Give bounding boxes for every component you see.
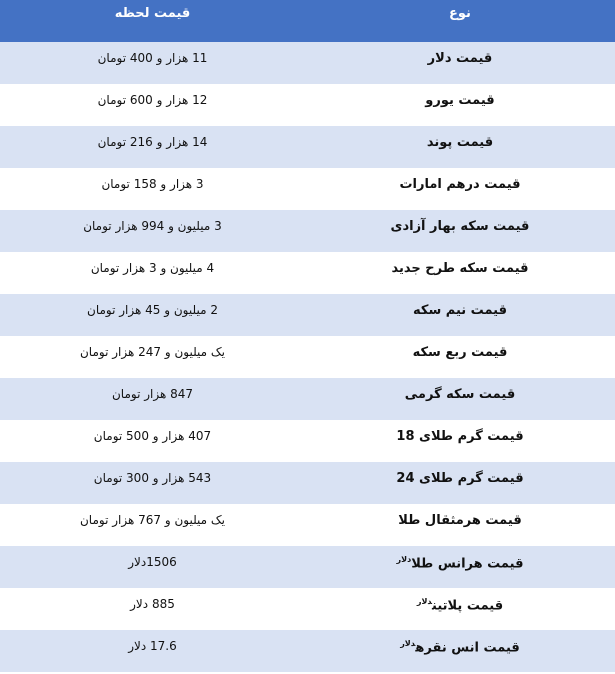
table-row: قیمت یورو 12 هزار و 600 تومان — [0, 84, 615, 126]
item-name: قیمت هرمثقال طلا — [305, 504, 615, 546]
item-price: 3 هزار و 158 تومان — [101, 177, 204, 191]
item-name: قیمت یورو — [305, 84, 615, 126]
item-name: قیمت گرم طلای 18 — [305, 420, 615, 462]
header-price: قیمت لحظه — [0, 0, 305, 42]
item-price: 407 هزار و 500 تومان — [93, 429, 212, 443]
item-name: قیمت گرم طلای 24 — [305, 462, 615, 504]
item-name-text: قیمت پلاتین — [432, 598, 504, 614]
table-row: قیمت دلار 11 هزار و 400 تومان — [0, 42, 615, 84]
item-name: قیمت انس نقرهدلار — [305, 630, 615, 672]
item-name-text: قیمت سکه طرح جدید — [391, 261, 529, 276]
table-row: قیمت سکه بهار آزادی 3 میلیون و 994 هزار ت… — [0, 210, 615, 252]
table-row: قیمت انس نقرهدلار 17.6 دلار — [0, 630, 615, 672]
item-name-text: قیمت ربع سکه — [412, 345, 508, 360]
table-row: قیمت ربع سکه یک میلیون و 247 هزار تومان — [0, 336, 615, 378]
item-price: 885 دلار — [130, 597, 175, 611]
table-row: قیمت هرمثقال طلا یک میلیون و 767 هزار توم… — [0, 504, 615, 546]
item-name: قیمت سکه بهار آزادی — [305, 210, 615, 252]
item-name-text: قیمت درهم امارات — [399, 177, 521, 192]
item-price: یک میلیون و 247 هزار تومان — [79, 345, 226, 359]
item-price: 12 هزار و 600 تومان — [97, 93, 208, 107]
item-price: 11 هزار و 400 تومان — [0, 42, 305, 84]
item-name-text: قیمت انس نقره — [415, 640, 520, 656]
item-name: قیمت سکه طرح جدید — [305, 252, 615, 294]
item-price: 543 هزار و 300 تومان — [0, 462, 305, 504]
item-name-text: قیمت هرمثقال طلا — [398, 513, 522, 528]
item-price: 14 هزار و 216 تومان — [0, 126, 305, 168]
item-name-text: قیمت دلار — [427, 51, 493, 66]
header-type: نوع — [305, 0, 615, 42]
unit-superscript: دلار — [396, 555, 412, 564]
item-name-text: قیمت نیم سکه — [413, 303, 507, 318]
item-price: 847 هزار تومان — [0, 378, 305, 420]
item-price: 4 میلیون و 3 هزار تومان — [90, 261, 215, 275]
unit-superscript: دلار — [400, 639, 416, 648]
table-row: قیمت پوند 14 هزار و 216 تومان — [0, 126, 615, 168]
table-row: قیمت سکه گرمی 847 هزار تومان — [0, 378, 615, 420]
table-row: قیمت نیم سکه 2 میلیون و 45 هزار تومان — [0, 294, 615, 336]
item-name: قیمت دلار — [305, 42, 615, 84]
item-name-text: قیمت سکه گرمی — [404, 387, 516, 402]
item-name: قیمت پوند — [305, 126, 615, 168]
item-name-text: قیمت سکه بهار آزادی — [390, 219, 530, 234]
item-name-text: قیمت پوند — [426, 135, 494, 150]
item-name: قیمت نیم سکه — [305, 294, 615, 336]
item-name: قیمت هرانس طلادلار — [305, 546, 615, 588]
item-name-text: قیمت گرم طلای 24 — [396, 471, 524, 486]
table-row: قیمت هرانس طلادلار 1506دلار — [0, 546, 615, 588]
item-price: 2 میلیون و 45 هزار تومان — [0, 294, 305, 336]
table-row: قیمت گرم طلای 18 407 هزار و 500 تومان — [0, 420, 615, 462]
item-name: قیمت درهم امارات — [305, 168, 615, 210]
item-name-text: قیمت یورو — [425, 93, 495, 108]
table-row: قیمت سکه طرح جدید 4 میلیون و 3 هزار تومان — [0, 252, 615, 294]
unit-superscript: دلار — [416, 597, 433, 606]
item-name-text: قیمت هرانس طلا — [411, 556, 524, 572]
item-name-text: قیمت گرم طلای 18 — [396, 429, 524, 444]
item-price: یک میلیون و 767 هزار تومان — [79, 513, 226, 527]
table-row: قیمت پلاتیندلار 885 دلار — [0, 588, 615, 630]
item-name: قیمت پلاتیندلار — [305, 588, 615, 630]
item-price: 3 میلیون و 994 هزار تومان — [0, 210, 305, 252]
table-row: قیمت درهم امارات 3 هزار و 158 تومان — [0, 168, 615, 210]
item-name: قیمت سکه گرمی — [305, 378, 615, 420]
table-row: قیمت گرم طلای 24 543 هزار و 300 تومان — [0, 462, 615, 504]
item-price: 1506دلار — [0, 546, 305, 588]
item-name: قیمت ربع سکه — [305, 336, 615, 378]
item-price: 17.6 دلار — [0, 630, 305, 672]
header-row: نوع قیمت لحظه — [0, 0, 615, 42]
